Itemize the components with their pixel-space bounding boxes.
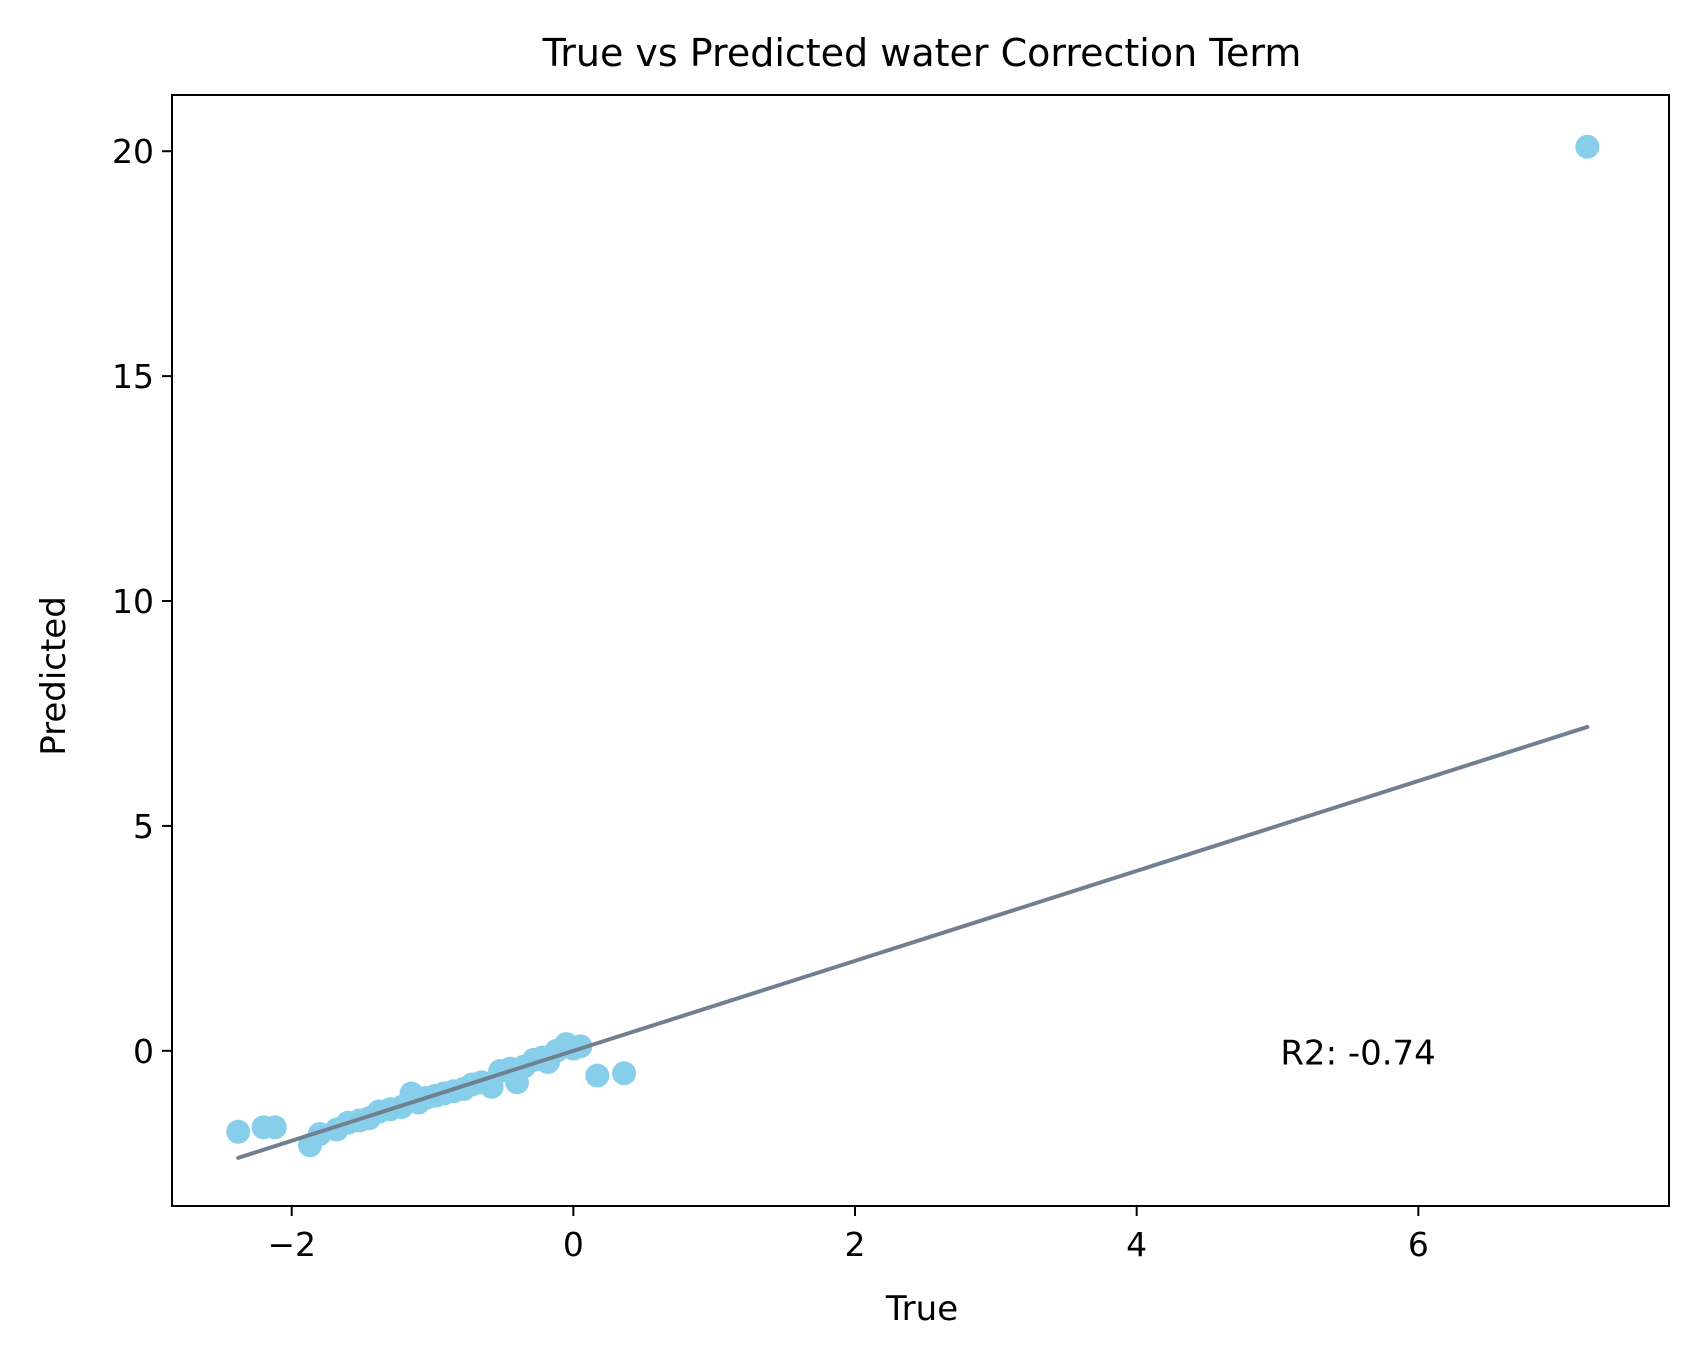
y-tick-label: 15 <box>112 357 154 396</box>
y-tick-label: 20 <box>112 132 154 171</box>
y-tick-label: 10 <box>112 582 154 621</box>
x-axis-label: True <box>885 1289 958 1329</box>
plot-frame <box>171 94 1670 1207</box>
x-tick-label: 6 <box>1408 1225 1429 1264</box>
scatter-point <box>612 1061 637 1086</box>
x-tick-label: 4 <box>1126 1225 1147 1264</box>
y-tick-label: 0 <box>133 1032 154 1071</box>
chart-title: True vs Predicted water Correction Term <box>542 31 1302 75</box>
plot-layer <box>226 134 1600 1160</box>
scatter-point <box>1575 134 1600 159</box>
tick-layer: −2 0 2 4 6 0 5 10 15 20 <box>112 132 1429 1264</box>
x-tick-label: 0 <box>563 1225 584 1264</box>
x-tick-label: 2 <box>845 1225 866 1264</box>
scatter-point <box>226 1119 251 1144</box>
reference-line <box>236 724 1590 1160</box>
scatter-point <box>262 1115 287 1140</box>
x-tick-label: −2 <box>267 1225 316 1264</box>
y-axis-label: Predicted <box>34 596 74 756</box>
y-tick-label: 5 <box>133 807 154 846</box>
r2-annotation: R2: -0.74 <box>1280 1033 1436 1073</box>
scatter-point <box>585 1063 610 1088</box>
